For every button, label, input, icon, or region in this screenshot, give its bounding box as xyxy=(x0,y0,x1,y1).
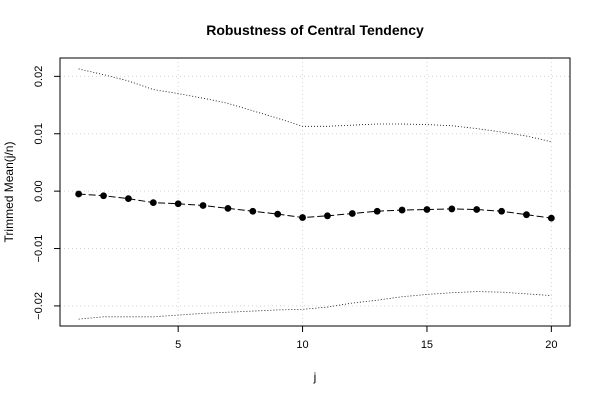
chart-title: Robustness of Central Tendency xyxy=(206,22,424,38)
trimmed-mean-point xyxy=(149,199,157,207)
trimmed-mean-point xyxy=(348,210,356,217)
trimmed-mean-point xyxy=(448,205,456,213)
y-axis: −0.02 −0.01 0.00 0.01 0.02 xyxy=(33,66,60,320)
bound-line-2 xyxy=(78,291,552,320)
trimmed-mean-point xyxy=(199,202,207,209)
x-tick-label: 15 xyxy=(421,339,433,351)
x-axis-label: j xyxy=(313,370,317,384)
bound-line-1 xyxy=(78,68,552,143)
trimmed-mean-point xyxy=(547,214,555,222)
y-axis-label: Trimmed Mean(j/n) xyxy=(2,142,16,243)
trimmed-mean-point xyxy=(373,207,381,215)
y-tick-label: −0.01 xyxy=(33,235,45,263)
y-tick-label: −0.02 xyxy=(33,292,45,320)
trimmed-mean-point xyxy=(498,207,505,215)
x-axis: 5 10 15 20 xyxy=(175,326,557,351)
trimmed-mean-point xyxy=(174,200,182,208)
trimmed-mean-point xyxy=(274,210,282,218)
y-tick-label: 0.01 xyxy=(33,123,45,144)
plot-box xyxy=(59,57,571,327)
trimmed-mean-point xyxy=(249,207,257,215)
x-tick-label: 20 xyxy=(545,339,557,351)
trimmed-mean-point xyxy=(324,212,331,220)
trimmed-mean-point xyxy=(423,206,431,213)
trimmed-mean-point xyxy=(75,190,83,198)
trimmed-mean-point xyxy=(473,206,481,213)
trimmed-mean-point xyxy=(523,211,530,219)
trimmed-mean-point xyxy=(224,204,232,212)
y-tick-label: 0.02 xyxy=(33,66,45,87)
x-tick-label: 10 xyxy=(296,339,308,351)
trimmed-mean-point xyxy=(398,206,406,214)
grid xyxy=(60,58,570,326)
trimmed-mean-point xyxy=(100,192,107,200)
y-tick-label: 0.00 xyxy=(33,180,45,201)
x-tick-label: 5 xyxy=(175,339,181,351)
trimmed-mean-point xyxy=(125,195,132,202)
trimmed-mean-point xyxy=(299,214,306,221)
trimmed-mean-line xyxy=(78,193,552,219)
series-group xyxy=(75,68,555,320)
